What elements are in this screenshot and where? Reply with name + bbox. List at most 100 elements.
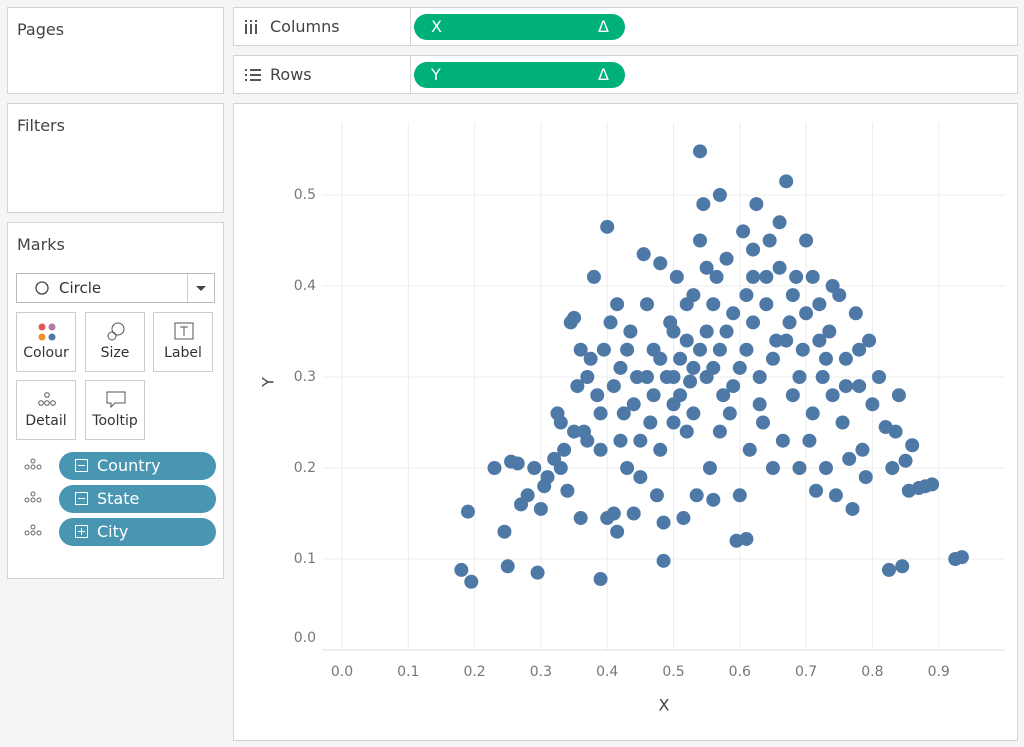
field-pill[interactable]: City — [59, 518, 216, 546]
point — [653, 351, 668, 366]
point — [712, 188, 727, 202]
button-label: Size — [100, 345, 130, 361]
shelf-label: Rows — [270, 65, 312, 84]
point — [765, 461, 780, 475]
marks-panel: Marks Circle Colour Size Label Detail To… — [7, 222, 224, 579]
x-tick-label: 0.8 — [861, 664, 883, 680]
detail-button[interactable]: Detail — [16, 380, 76, 440]
point — [686, 406, 701, 421]
dropdown-arrow[interactable] — [187, 274, 214, 302]
y-axis-title: Y — [259, 377, 278, 388]
point — [686, 360, 701, 375]
colour-button[interactable]: Colour — [16, 312, 76, 372]
point — [852, 342, 867, 357]
scatter-chart: X Y 0.0 0.1 0.2 0.3 0.4 0.5 0.6 0.7 0.8 0.9 0.0 0.1… — [259, 122, 1005, 715]
point — [689, 488, 704, 503]
point — [732, 488, 747, 503]
point — [583, 351, 598, 366]
point — [712, 424, 727, 439]
point — [905, 438, 920, 453]
point — [809, 483, 824, 498]
point — [739, 342, 754, 357]
y-tick-label: 0.3 — [294, 369, 316, 385]
point — [590, 388, 605, 403]
point — [925, 477, 940, 492]
point — [815, 370, 830, 384]
point — [719, 324, 734, 339]
mark-type-dropdown[interactable]: Circle — [16, 273, 215, 303]
point — [706, 492, 721, 507]
point — [669, 269, 684, 284]
point — [792, 461, 807, 475]
point — [623, 324, 638, 339]
point — [666, 415, 681, 430]
point — [838, 379, 853, 394]
point — [464, 574, 479, 589]
point — [759, 269, 774, 284]
point — [530, 565, 545, 580]
point — [799, 306, 814, 321]
rows-icon — [245, 69, 261, 81]
point — [954, 550, 969, 565]
field-pill[interactable]: State — [59, 485, 216, 513]
point — [656, 515, 671, 530]
button-label: Colour — [23, 345, 69, 361]
point — [600, 219, 615, 234]
y-tick-label: 0.4 — [294, 278, 316, 294]
x-tick-label: 0.9 — [928, 664, 950, 680]
point — [626, 506, 641, 521]
point — [888, 424, 903, 439]
point — [586, 269, 601, 284]
size-button[interactable]: Size — [85, 312, 145, 372]
point — [772, 215, 787, 230]
point — [613, 433, 628, 448]
x-tick-label: 0.6 — [729, 664, 751, 680]
point — [683, 374, 698, 389]
point — [693, 342, 708, 357]
point — [653, 442, 668, 457]
circle-icon — [35, 281, 49, 295]
point — [693, 233, 708, 248]
mark-type: Circle — [59, 279, 102, 297]
point — [805, 406, 820, 421]
field-pill[interactable]: Country — [59, 452, 216, 480]
point — [812, 297, 827, 312]
point — [679, 297, 694, 312]
point — [620, 461, 635, 475]
point — [613, 360, 628, 375]
point — [746, 242, 761, 257]
point — [567, 310, 582, 325]
point — [676, 511, 691, 526]
point — [805, 269, 820, 284]
point — [775, 433, 790, 448]
point — [639, 370, 654, 384]
point — [636, 247, 651, 262]
label-button[interactable]: Label — [153, 312, 213, 372]
point — [895, 559, 910, 574]
point — [845, 501, 860, 516]
point — [779, 333, 794, 348]
button-label: Detail — [25, 413, 67, 429]
point — [898, 453, 913, 468]
tooltip-button[interactable]: Tooltip — [85, 380, 145, 440]
y-tick-label: 0.0 — [294, 630, 316, 646]
point — [865, 397, 880, 412]
point — [835, 415, 850, 430]
point — [842, 451, 857, 466]
point — [799, 233, 814, 248]
point — [573, 342, 588, 357]
point — [812, 333, 827, 348]
point — [649, 488, 664, 503]
point — [742, 442, 757, 457]
point — [881, 562, 896, 577]
point — [616, 406, 631, 421]
y-tick-label: 0.5 — [294, 187, 316, 203]
point — [818, 461, 833, 475]
point — [639, 297, 654, 312]
point — [702, 461, 717, 475]
point — [633, 433, 648, 448]
point — [603, 315, 618, 330]
